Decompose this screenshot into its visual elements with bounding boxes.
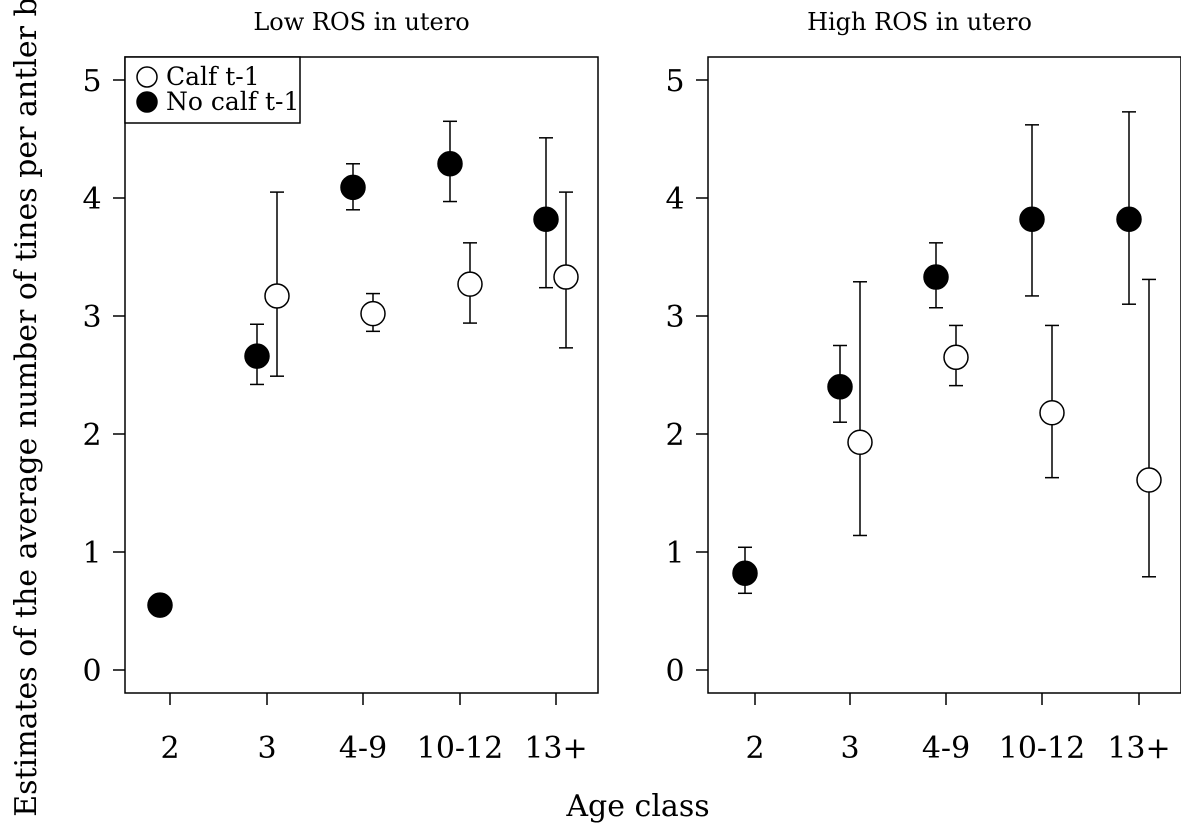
x-tick-label: 10-12 [999, 731, 1085, 766]
panel-2: High ROS in utero 0 1 2 3 4 5 2 3 4-9 10-12 13+ [665, 8, 1181, 766]
x-tick-label: 4-9 [922, 731, 970, 766]
point-no-calf [244, 343, 270, 369]
point-no-calf [147, 592, 173, 618]
x-tick-label: 3 [257, 731, 276, 766]
plot-frame [707, 56, 1181, 694]
point-no-calf [923, 264, 949, 290]
x-tick-label: 3 [840, 731, 859, 766]
x-tick-label: 10-12 [417, 731, 503, 766]
legend-label: No calf t-1 [166, 87, 299, 116]
legend-box [124, 56, 301, 124]
x-tick-label: 13+ [524, 731, 587, 766]
x-tick-label: 2 [160, 731, 179, 766]
y-tick-label: 2 [665, 418, 684, 453]
point-no-calf [437, 151, 463, 177]
x-tick-label: 2 [745, 731, 764, 766]
x-axis-label: Age class [565, 789, 709, 823]
plot-frame [124, 56, 599, 694]
y-tick-label: 4 [665, 182, 684, 217]
y-tick-label: 5 [82, 64, 101, 99]
y-tick-label: 4 [82, 182, 101, 217]
series-calf [264, 191, 579, 377]
y-tick-label: 0 [665, 654, 684, 689]
y-axis-label: Estimates of the average number of tines… [9, 0, 44, 817]
point-calf [943, 344, 969, 371]
y-tick-label: 1 [82, 536, 101, 571]
point-calf [1039, 400, 1065, 426]
y-tick-label: 2 [82, 418, 101, 453]
point-calf [264, 283, 290, 309]
point-no-calf [1019, 206, 1045, 232]
point-no-calf [732, 560, 758, 586]
point-calf [553, 264, 579, 290]
series-no-calf [147, 120, 559, 618]
legend-marker [136, 91, 158, 113]
x-tick-label: 4-9 [339, 731, 387, 766]
y-tick-label: 5 [665, 64, 684, 99]
point-no-calf [827, 374, 853, 400]
y-tick-label: 3 [82, 300, 101, 335]
y-tick-label: 1 [665, 536, 684, 571]
panel-title: High ROS in utero [807, 8, 1032, 36]
point-no-calf [1116, 206, 1142, 232]
y-tick-label: 0 [82, 654, 101, 689]
panels: Low ROS in utero 0 1 2 3 4 5 2 3 4-9 10-12 13+ Calf … [82, 8, 1181, 766]
legend: Calf t-1No calf t-1 [124, 56, 301, 124]
point-calf [360, 300, 386, 327]
series-calf [847, 278, 1162, 578]
y-tick-label: 3 [665, 300, 684, 335]
point-calf [847, 429, 873, 456]
x-tick-label: 13+ [1107, 731, 1170, 766]
legend-label: Calf t-1 [166, 62, 260, 91]
panel-1: Low ROS in utero 0 1 2 3 4 5 2 3 4-9 10-12 13+ Calf … [82, 8, 599, 766]
panel-title: Low ROS in utero [253, 8, 469, 36]
point-no-calf [533, 206, 559, 232]
point-calf [1136, 467, 1162, 493]
point-no-calf [340, 174, 366, 201]
legend-marker [136, 66, 158, 88]
point-calf [457, 271, 483, 297]
series-no-calf [732, 111, 1142, 595]
